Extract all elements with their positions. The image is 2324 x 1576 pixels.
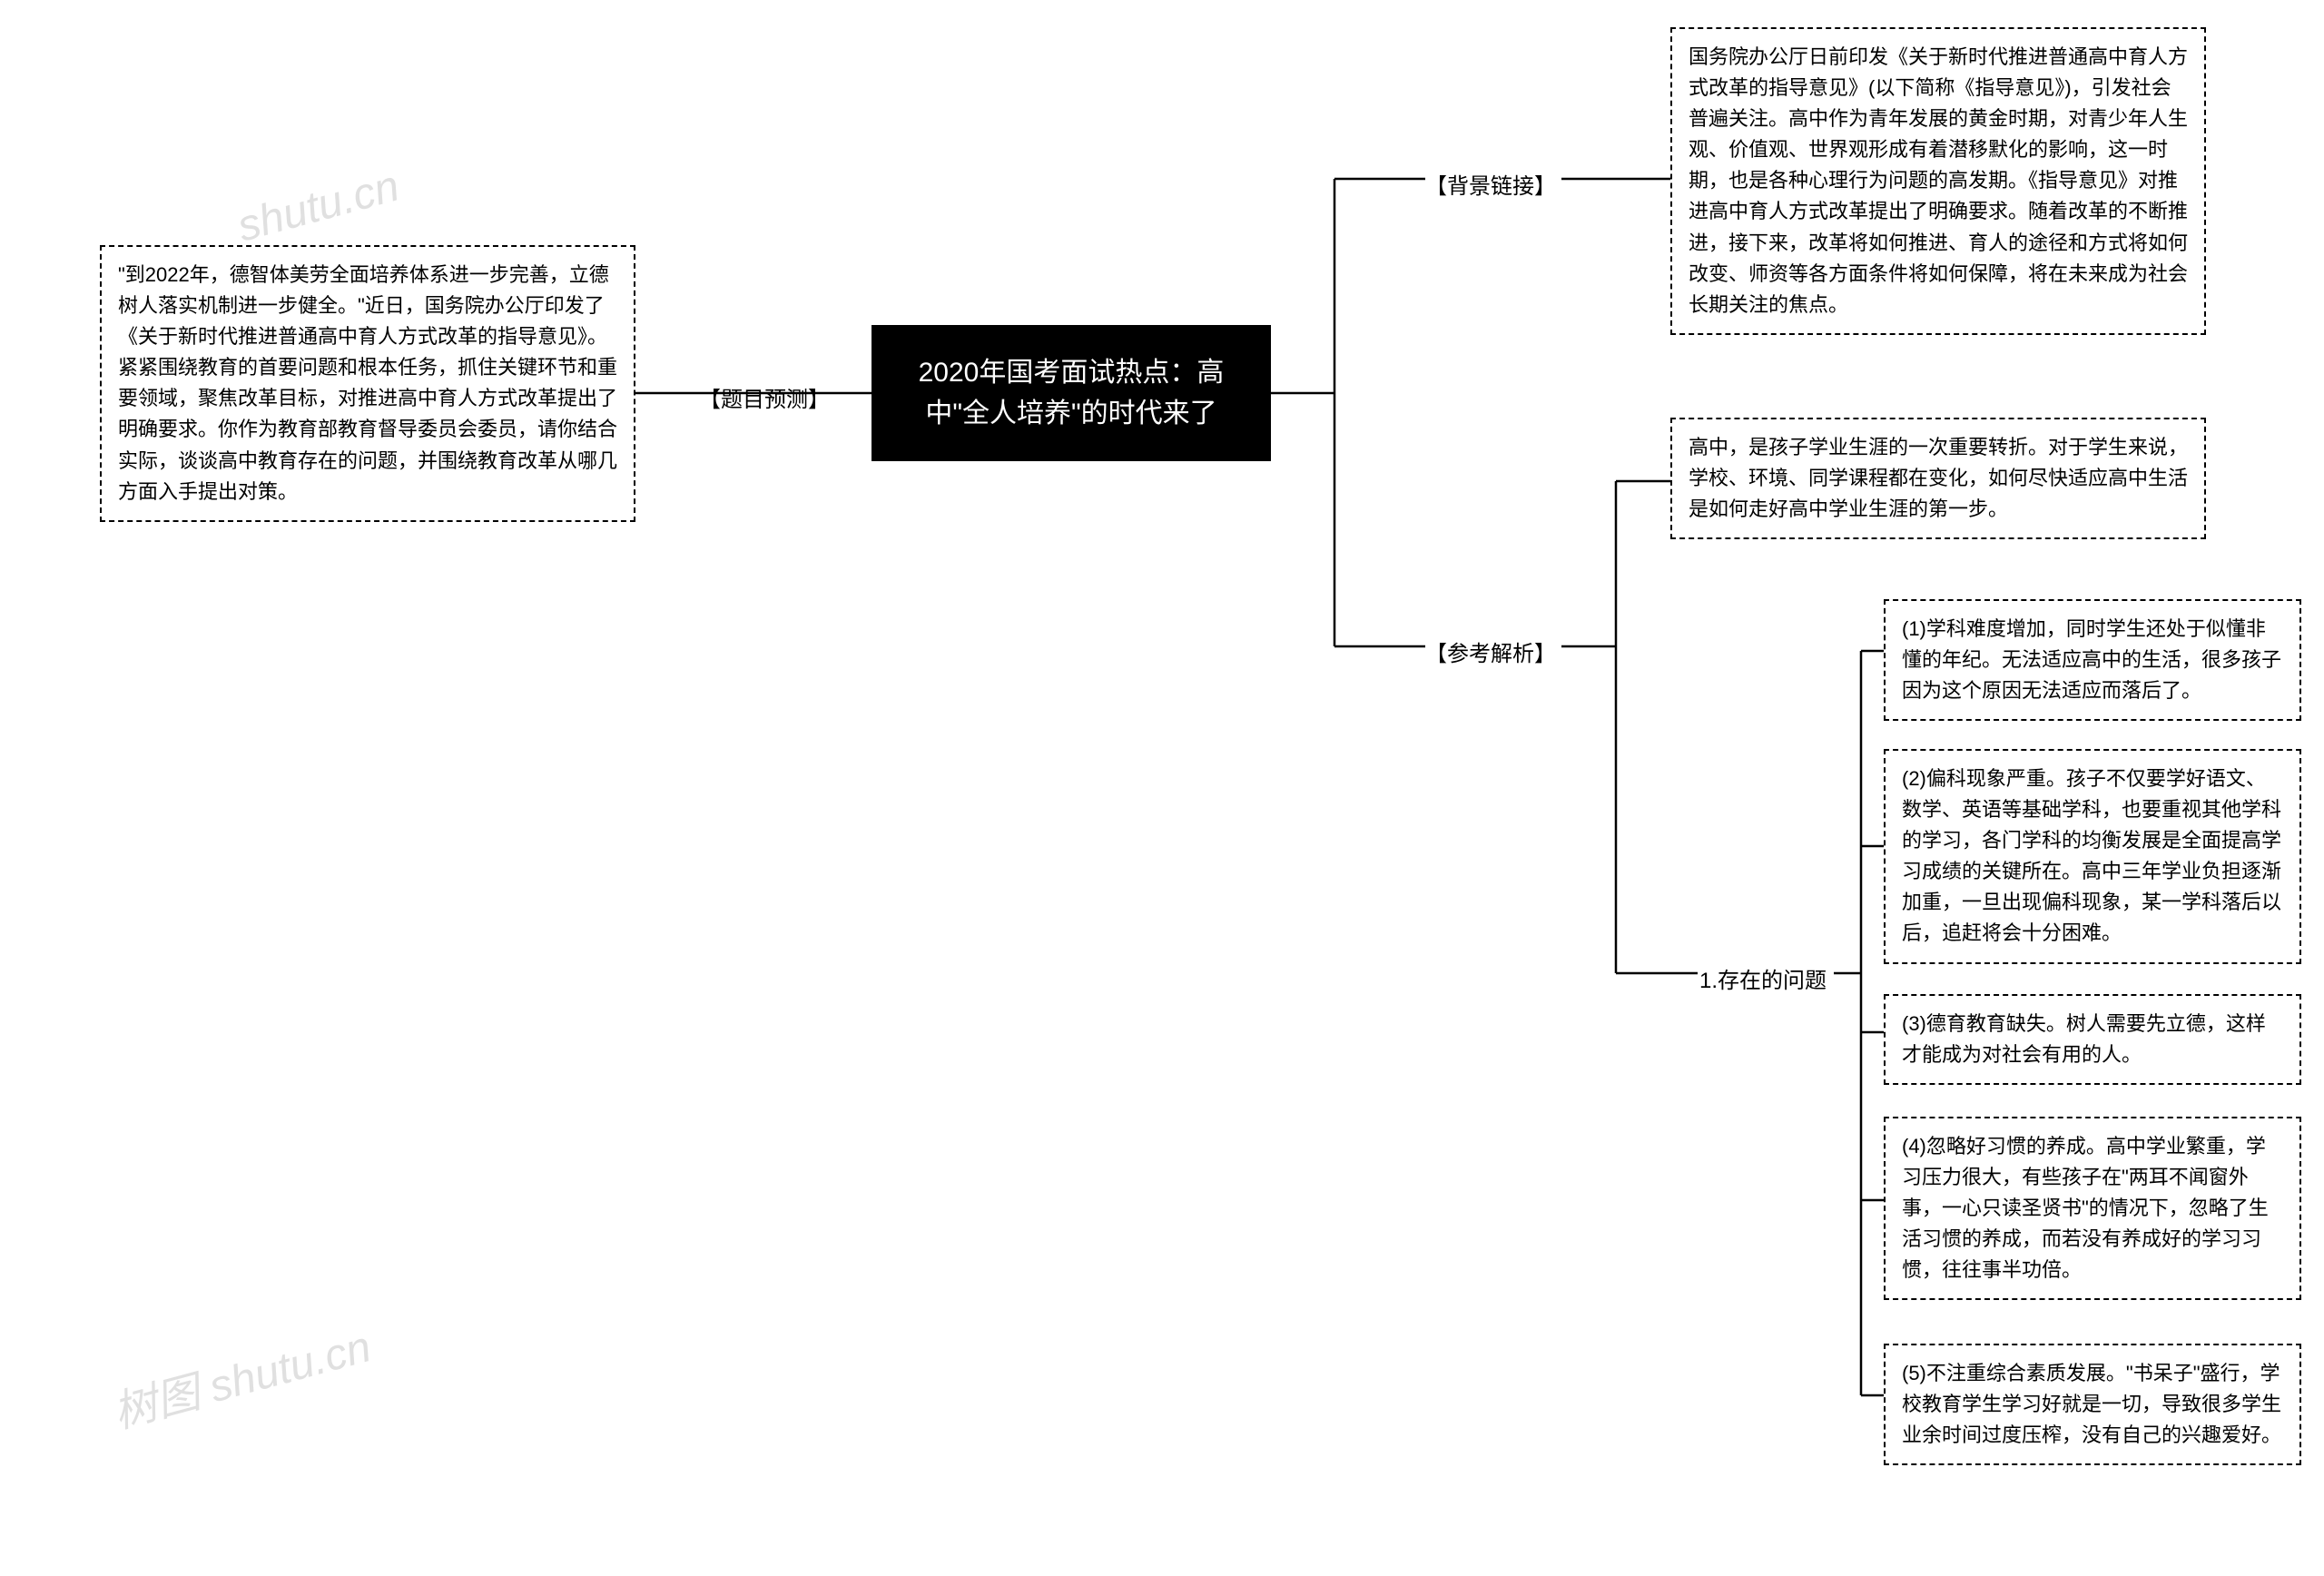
root-text: 2020年国考面试热点：高中"全人培养"的时代来了 [893,352,1249,434]
watermark: shutu.cn [232,161,405,251]
label-problems: 1.存在的问题 [1699,962,1827,994]
label-analysis: 【参考解析】 [1425,635,1556,667]
label-background: 【背景链接】 [1425,168,1556,200]
node-problem-2: (2)偏科现象严重。孩子不仅要学好语文、数学、英语等基础学科，也要重视其他学科的… [1884,749,2301,964]
root-node: 2020年国考面试热点：高中"全人培养"的时代来了 [872,325,1271,461]
node-problem-5: (5)不注重综合素质发展。"书呆子"盛行，学校教育学生学习好就是一切，导致很多学… [1884,1344,2301,1465]
node-topic-prediction: "到2022年，德智体美劳全面培养体系进一步完善，立德树人落实机制进一步健全。"… [100,245,635,522]
node-problem-3: (3)德育教育缺失。树人需要先立德，这样才能成为对社会有用的人。 [1884,994,2301,1085]
node-problem-1: (1)学科难度增加，同时学生还处于似懂非懂的年纪。无法适应高中的生活，很多孩子因… [1884,599,2301,721]
node-problem-4: (4)忽略好习惯的养成。高中学业繁重，学习压力很大，有些孩子在"两耳不闻窗外事，… [1884,1117,2301,1300]
label-topic-prediction: 【题目预测】 [699,381,830,413]
node-background: 国务院办公厅日前印发《关于新时代推进普通高中育人方式改革的指导意见》(以下简称《… [1670,27,2206,335]
node-analysis-intro: 高中，是孩子学业生涯的一次重要转折。对于学生来说，学校、环境、同学课程都在变化，… [1670,418,2206,539]
watermark: 树图 shutu.cn [105,1311,377,1441]
